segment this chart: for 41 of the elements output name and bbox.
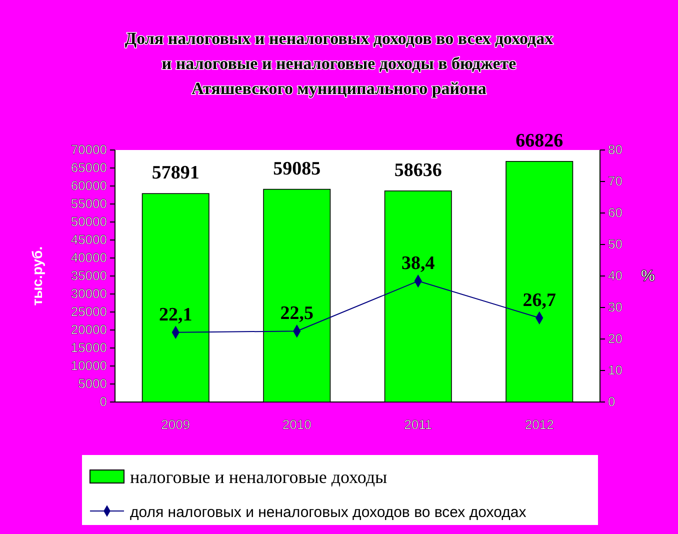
- data-label: 26,7: [522, 290, 556, 311]
- data-label: 58636: [394, 160, 442, 181]
- y2-tick-label: 40: [608, 268, 622, 284]
- x-tick-label: 2010: [282, 417, 312, 432]
- y2-tick-label: 60: [608, 205, 622, 220]
- y2-tick-label: 50: [608, 236, 622, 252]
- data-label: 59085: [273, 158, 321, 180]
- y-tick-label: 40000: [70, 250, 107, 266]
- y2-tick-label: 30: [608, 300, 622, 315]
- x-tick-label: 2009: [161, 417, 190, 432]
- y-tick-label: 0: [100, 394, 107, 410]
- data-label: 38,4: [402, 253, 436, 274]
- y-tick-label: 15000: [70, 340, 107, 356]
- data-label: 22,5: [280, 303, 314, 324]
- legend-label: налоговые и неналоговые доходы: [130, 467, 388, 487]
- y-tick-label: 60000: [70, 178, 107, 194]
- y-tick-label: 35000: [70, 268, 107, 284]
- y-tick-label: 65000: [70, 160, 107, 176]
- y2-tick-label: 70: [608, 174, 622, 189]
- y-tick-label: 5000: [78, 376, 107, 392]
- y-axis-title: тыс.руб.: [29, 246, 45, 306]
- data-label: 57891: [152, 162, 200, 184]
- y2-tick-label: 80: [608, 142, 622, 158]
- y-tick-label: 55000: [70, 196, 107, 212]
- y-tick-label: 20000: [70, 322, 107, 338]
- y-tick-label: 45000: [70, 232, 107, 248]
- y2-tick-label: 0: [608, 394, 616, 410]
- y-tick-label: 50000: [70, 214, 107, 230]
- y2-tick-label: 10: [608, 362, 622, 378]
- x-tick-label: 2012: [524, 417, 554, 432]
- y2-tick-label: 20: [608, 331, 622, 346]
- legend-label: доля налоговых и неналоговых доходов во всех доходах: [130, 504, 527, 521]
- data-label: 22,1: [159, 304, 192, 326]
- y2-axis-title: %: [640, 268, 656, 285]
- y-tick-label: 10000: [70, 358, 107, 374]
- x-tick-label: 2011: [404, 417, 432, 432]
- y-tick-label: 30000: [70, 286, 107, 302]
- y-tick-label: 25000: [70, 304, 107, 320]
- y-tick-label: 70000: [70, 142, 107, 158]
- data-label: 66826: [516, 130, 564, 152]
- chart-title: Доля налоговых и неналоговых доходов во всех доходах и налоговые и неналоговые доходы в бюджете Атяшевского муниципального района: [124, 29, 554, 98]
